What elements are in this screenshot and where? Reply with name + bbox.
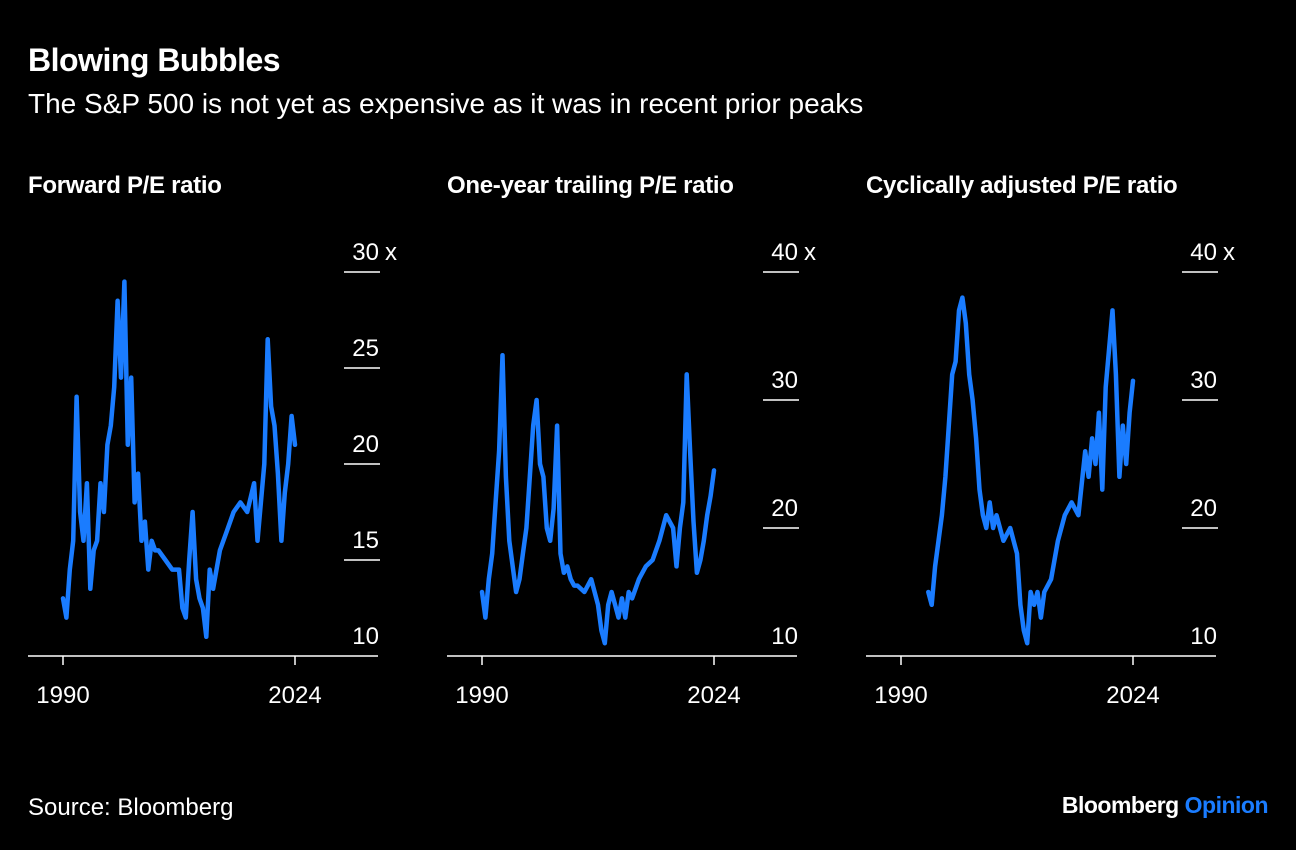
brand-name: Bloomberg: [1061, 792, 1179, 818]
series-line: [926, 295, 1136, 646]
y-tick-label: 40: [771, 239, 798, 266]
brand-logo: Bloomberg Opinion: [1061, 792, 1269, 819]
chart-title: Blowing Bubbles: [28, 42, 281, 78]
panel-forward-pe: Forward P/E ratio 10 15 20 25 30 x 1990 2024: [28, 170, 428, 730]
panel-trailing-pe: One-year trailing P/E ratio 10 20 30 40 x 199…: [447, 170, 847, 730]
y-tick-label: 25: [352, 335, 379, 362]
x-tick-label: 1990: [455, 682, 508, 709]
trailing-pe-chart: 10 20 30 40 x 1990 2024: [447, 239, 816, 709]
y-unit-label: x: [385, 239, 397, 266]
y-tick-label: 20: [1190, 495, 1217, 522]
y-tick-label: 10: [1190, 623, 1217, 650]
x-tick-label: 1990: [874, 682, 927, 709]
x-tick-label: 2024: [687, 682, 740, 709]
chart-subtitle: The S&P 500 is not yet as expensive as i…: [28, 88, 864, 119]
cape-chart: 10 20 30 40 x 1990 2024: [866, 239, 1235, 709]
panel-title: Cyclically adjusted P/E ratio: [866, 172, 1178, 199]
y-tick-label: 10: [352, 623, 379, 650]
forward-pe-chart: 10 15 20 25 30 x 1990 2024: [28, 239, 397, 709]
x-tick-label: 2024: [268, 682, 321, 709]
x-tick-label: 2024: [1106, 682, 1159, 709]
panel-title: One-year trailing P/E ratio: [447, 172, 734, 199]
series-line: [479, 352, 717, 646]
y-tick-label: 30: [1190, 367, 1217, 394]
y-unit-label: x: [804, 239, 816, 266]
series-line: [60, 279, 298, 640]
source-note: Source: Bloomberg: [28, 794, 234, 821]
brand-suffix: Opinion: [1184, 792, 1269, 818]
y-tick-label: 30: [771, 367, 798, 394]
y-tick-label: 20: [352, 431, 379, 458]
y-tick-label: 30: [352, 239, 379, 266]
x-tick-label: 1990: [36, 682, 89, 709]
y-tick-label: 10: [771, 623, 798, 650]
y-tick-label: 40: [1190, 239, 1217, 266]
panel-cape: Cyclically adjusted P/E ratio 10 20 30 40 x 1…: [866, 170, 1266, 730]
y-tick-label: 20: [771, 495, 798, 522]
panel-title: Forward P/E ratio: [28, 172, 222, 199]
y-unit-label: x: [1223, 239, 1235, 266]
y-tick-label: 15: [352, 527, 379, 554]
